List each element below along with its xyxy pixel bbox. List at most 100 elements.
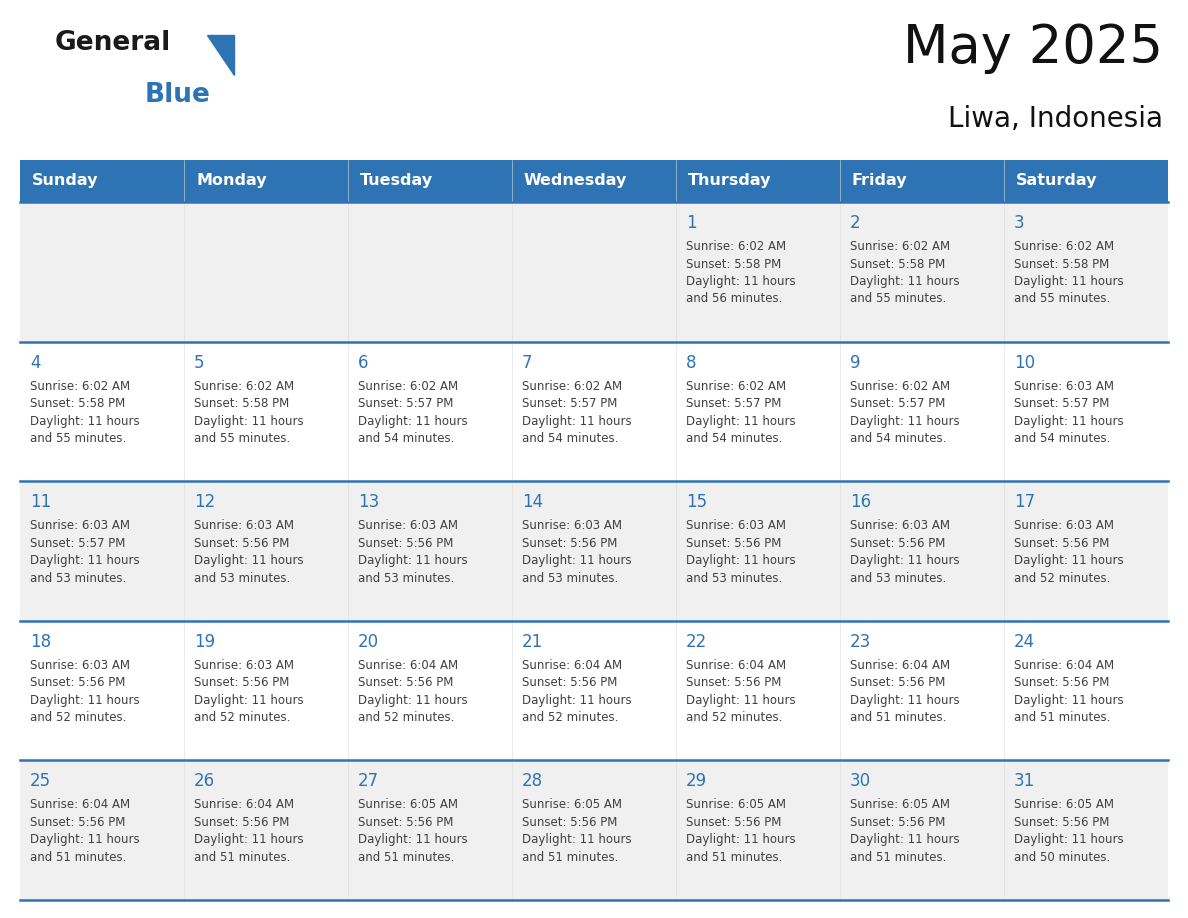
Text: 18: 18: [30, 633, 51, 651]
Text: Daylight: 11 hours: Daylight: 11 hours: [194, 694, 304, 707]
Text: 15: 15: [685, 493, 707, 511]
Text: Sunrise: 6:05 AM: Sunrise: 6:05 AM: [358, 799, 459, 812]
Text: 6: 6: [358, 353, 368, 372]
Text: Daylight: 11 hours: Daylight: 11 hours: [849, 275, 960, 288]
Text: Sunrise: 6:03 AM: Sunrise: 6:03 AM: [194, 659, 293, 672]
Text: Sunrise: 6:03 AM: Sunrise: 6:03 AM: [30, 520, 129, 532]
Text: Daylight: 11 hours: Daylight: 11 hours: [30, 415, 140, 428]
Text: Sunset: 5:56 PM: Sunset: 5:56 PM: [685, 816, 782, 829]
Text: and 52 minutes.: and 52 minutes.: [358, 711, 454, 724]
Text: 22: 22: [685, 633, 707, 651]
Text: 13: 13: [358, 493, 379, 511]
Text: Sunrise: 6:02 AM: Sunrise: 6:02 AM: [685, 380, 786, 393]
Text: and 51 minutes.: and 51 minutes.: [194, 851, 290, 864]
Text: Sunrise: 6:04 AM: Sunrise: 6:04 AM: [30, 799, 131, 812]
Text: 30: 30: [849, 772, 871, 790]
Text: Sunset: 5:58 PM: Sunset: 5:58 PM: [30, 397, 125, 410]
Text: Sunset: 5:56 PM: Sunset: 5:56 PM: [194, 816, 290, 829]
Text: Sunrise: 6:02 AM: Sunrise: 6:02 AM: [522, 380, 623, 393]
Text: Sunrise: 6:04 AM: Sunrise: 6:04 AM: [358, 659, 459, 672]
Text: Daylight: 11 hours: Daylight: 11 hours: [685, 275, 796, 288]
Text: Sunset: 5:56 PM: Sunset: 5:56 PM: [30, 677, 126, 689]
Text: 3: 3: [1015, 214, 1024, 232]
Text: and 51 minutes.: and 51 minutes.: [849, 711, 947, 724]
Text: 8: 8: [685, 353, 696, 372]
Text: 11: 11: [30, 493, 51, 511]
Text: and 54 minutes.: and 54 minutes.: [685, 432, 783, 445]
Text: Sunrise: 6:04 AM: Sunrise: 6:04 AM: [522, 659, 623, 672]
Text: Sunset: 5:56 PM: Sunset: 5:56 PM: [522, 537, 618, 550]
Text: Sunset: 5:56 PM: Sunset: 5:56 PM: [685, 537, 782, 550]
Text: Daylight: 11 hours: Daylight: 11 hours: [194, 415, 304, 428]
Text: Sunset: 5:56 PM: Sunset: 5:56 PM: [194, 677, 290, 689]
Text: 19: 19: [194, 633, 215, 651]
Text: Daylight: 11 hours: Daylight: 11 hours: [358, 415, 468, 428]
Text: Daylight: 11 hours: Daylight: 11 hours: [1015, 275, 1124, 288]
Text: and 55 minutes.: and 55 minutes.: [1015, 293, 1111, 306]
Bar: [20, 160, 1168, 202]
Text: Sunrise: 6:03 AM: Sunrise: 6:03 AM: [358, 520, 459, 532]
Text: Sunset: 5:56 PM: Sunset: 5:56 PM: [358, 677, 454, 689]
Text: 27: 27: [358, 772, 379, 790]
Text: and 53 minutes.: and 53 minutes.: [849, 572, 947, 585]
Text: Sunrise: 6:02 AM: Sunrise: 6:02 AM: [1015, 240, 1114, 253]
Text: Sunset: 5:56 PM: Sunset: 5:56 PM: [849, 816, 946, 829]
Text: 20: 20: [358, 633, 379, 651]
Text: and 51 minutes.: and 51 minutes.: [30, 851, 126, 864]
Text: Sunset: 5:56 PM: Sunset: 5:56 PM: [194, 537, 290, 550]
Text: 2: 2: [849, 214, 860, 232]
Text: Sunset: 5:56 PM: Sunset: 5:56 PM: [522, 677, 618, 689]
Text: Sunset: 5:56 PM: Sunset: 5:56 PM: [1015, 816, 1110, 829]
Text: Sunrise: 6:05 AM: Sunrise: 6:05 AM: [849, 799, 950, 812]
Text: 28: 28: [522, 772, 543, 790]
Text: Sunset: 5:57 PM: Sunset: 5:57 PM: [1015, 397, 1110, 410]
Text: and 53 minutes.: and 53 minutes.: [30, 572, 126, 585]
Text: 5: 5: [194, 353, 204, 372]
Text: Daylight: 11 hours: Daylight: 11 hours: [849, 554, 960, 567]
Text: Daylight: 11 hours: Daylight: 11 hours: [358, 834, 468, 846]
Text: Sunset: 5:56 PM: Sunset: 5:56 PM: [849, 677, 946, 689]
Text: 23: 23: [849, 633, 871, 651]
Bar: [20, 760, 1168, 900]
Text: and 53 minutes.: and 53 minutes.: [522, 572, 618, 585]
Text: and 54 minutes.: and 54 minutes.: [1015, 432, 1111, 445]
Text: Daylight: 11 hours: Daylight: 11 hours: [685, 694, 796, 707]
Text: 12: 12: [194, 493, 215, 511]
Text: and 52 minutes.: and 52 minutes.: [194, 711, 290, 724]
Text: Sunset: 5:56 PM: Sunset: 5:56 PM: [358, 816, 454, 829]
Text: 17: 17: [1015, 493, 1035, 511]
Text: Daylight: 11 hours: Daylight: 11 hours: [522, 554, 632, 567]
Text: Daylight: 11 hours: Daylight: 11 hours: [522, 694, 632, 707]
Text: and 53 minutes.: and 53 minutes.: [685, 572, 782, 585]
Text: Daylight: 11 hours: Daylight: 11 hours: [358, 554, 468, 567]
Text: and 51 minutes.: and 51 minutes.: [522, 851, 619, 864]
Bar: [20, 481, 1168, 621]
Text: Sunrise: 6:02 AM: Sunrise: 6:02 AM: [358, 380, 459, 393]
Text: Friday: Friday: [852, 174, 908, 188]
Text: 14: 14: [522, 493, 543, 511]
Text: Sunrise: 6:04 AM: Sunrise: 6:04 AM: [194, 799, 295, 812]
Text: 24: 24: [1015, 633, 1035, 651]
Text: Daylight: 11 hours: Daylight: 11 hours: [1015, 415, 1124, 428]
Text: Sunrise: 6:04 AM: Sunrise: 6:04 AM: [685, 659, 786, 672]
Text: Daylight: 11 hours: Daylight: 11 hours: [522, 834, 632, 846]
Text: 1: 1: [685, 214, 696, 232]
Text: and 55 minutes.: and 55 minutes.: [30, 432, 126, 445]
Text: Sunrise: 6:03 AM: Sunrise: 6:03 AM: [1015, 520, 1114, 532]
Text: Sunrise: 6:03 AM: Sunrise: 6:03 AM: [522, 520, 623, 532]
Text: 26: 26: [194, 772, 215, 790]
Text: and 54 minutes.: and 54 minutes.: [849, 432, 947, 445]
Text: and 52 minutes.: and 52 minutes.: [685, 711, 783, 724]
Text: Sunrise: 6:02 AM: Sunrise: 6:02 AM: [194, 380, 295, 393]
Text: Daylight: 11 hours: Daylight: 11 hours: [685, 834, 796, 846]
Text: Sunset: 5:56 PM: Sunset: 5:56 PM: [1015, 537, 1110, 550]
Text: 4: 4: [30, 353, 40, 372]
Text: 16: 16: [849, 493, 871, 511]
Text: and 51 minutes.: and 51 minutes.: [358, 851, 454, 864]
Text: and 54 minutes.: and 54 minutes.: [358, 432, 454, 445]
Text: Liwa, Indonesia: Liwa, Indonesia: [948, 105, 1163, 133]
Text: and 53 minutes.: and 53 minutes.: [194, 572, 290, 585]
Text: Sunset: 5:57 PM: Sunset: 5:57 PM: [522, 397, 618, 410]
Text: Sunset: 5:56 PM: Sunset: 5:56 PM: [522, 816, 618, 829]
Text: Daylight: 11 hours: Daylight: 11 hours: [194, 834, 304, 846]
